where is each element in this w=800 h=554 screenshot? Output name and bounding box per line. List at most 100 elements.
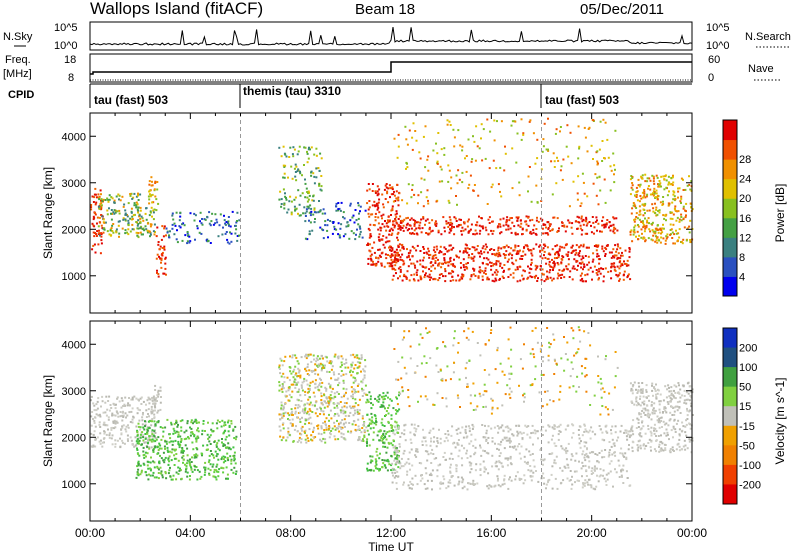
data-point bbox=[444, 280, 447, 283]
data-point bbox=[373, 414, 376, 417]
data-point bbox=[539, 265, 542, 268]
data-point bbox=[228, 424, 231, 427]
data-point bbox=[157, 273, 160, 275]
data-point bbox=[210, 453, 213, 456]
data-point bbox=[413, 193, 416, 196]
data-point bbox=[170, 421, 173, 424]
data-point bbox=[490, 248, 493, 250]
data-point bbox=[322, 422, 325, 424]
data-point bbox=[298, 203, 301, 206]
data-point bbox=[460, 444, 463, 447]
data-point bbox=[345, 373, 348, 376]
data-point bbox=[196, 225, 199, 227]
data-point bbox=[128, 397, 130, 399]
data-point bbox=[525, 228, 528, 231]
data-point bbox=[282, 164, 285, 167]
data-point bbox=[529, 453, 532, 456]
data-point bbox=[552, 216, 555, 219]
data-point bbox=[514, 233, 517, 236]
data-point bbox=[662, 203, 665, 205]
data-point bbox=[360, 358, 363, 360]
data-point bbox=[529, 219, 532, 222]
data-point bbox=[111, 412, 114, 415]
data-point bbox=[534, 162, 537, 165]
data-point bbox=[525, 426, 528, 428]
data-point bbox=[154, 389, 157, 391]
data-point bbox=[211, 465, 214, 468]
data-point bbox=[484, 157, 487, 160]
data-point bbox=[215, 465, 218, 468]
data-point bbox=[139, 206, 142, 209]
data-point bbox=[137, 453, 140, 456]
data-point bbox=[212, 454, 215, 457]
data-point bbox=[306, 191, 309, 193]
data-point bbox=[531, 424, 534, 427]
data-point bbox=[308, 428, 311, 431]
data-point bbox=[658, 185, 661, 188]
data-point bbox=[377, 248, 380, 251]
data-point bbox=[549, 253, 552, 256]
data-point bbox=[603, 477, 606, 480]
data-point bbox=[121, 441, 124, 444]
data-point bbox=[556, 487, 559, 490]
data-point bbox=[149, 210, 152, 213]
data-point bbox=[328, 403, 331, 406]
data-point bbox=[391, 462, 394, 465]
data-point bbox=[374, 397, 377, 400]
data-point bbox=[165, 234, 167, 237]
data-point bbox=[631, 240, 634, 243]
data-point bbox=[576, 260, 579, 263]
data-point bbox=[584, 464, 587, 467]
data-point bbox=[485, 451, 488, 454]
data-point bbox=[417, 226, 420, 229]
data-point bbox=[652, 175, 655, 178]
data-point bbox=[621, 264, 624, 267]
data-point bbox=[580, 258, 583, 261]
data-point bbox=[494, 442, 496, 445]
data-point bbox=[680, 213, 683, 216]
data-point bbox=[439, 481, 442, 484]
data-point bbox=[134, 444, 137, 447]
data-point bbox=[405, 223, 408, 226]
data-point bbox=[578, 437, 581, 440]
data-point bbox=[330, 430, 333, 432]
data-point bbox=[358, 361, 361, 364]
data-point bbox=[605, 430, 608, 433]
data-point bbox=[447, 249, 450, 252]
data-point bbox=[350, 395, 353, 398]
data-point bbox=[176, 241, 179, 244]
data-point bbox=[226, 473, 229, 476]
data-point bbox=[669, 233, 672, 236]
data-point bbox=[164, 447, 166, 450]
data-point bbox=[606, 219, 609, 221]
data-point bbox=[499, 223, 502, 226]
data-point bbox=[398, 391, 401, 394]
data-point bbox=[92, 218, 95, 221]
data-point bbox=[493, 263, 496, 266]
data-point bbox=[514, 120, 517, 123]
data-point bbox=[542, 145, 545, 148]
data-point bbox=[405, 372, 408, 375]
data-point bbox=[128, 404, 131, 407]
data-point bbox=[678, 218, 681, 221]
data-point bbox=[629, 231, 632, 233]
data-point bbox=[450, 187, 453, 190]
data-point bbox=[438, 273, 441, 276]
data-point bbox=[633, 228, 636, 231]
data-point bbox=[635, 235, 637, 238]
data-point bbox=[345, 225, 348, 228]
data-point bbox=[647, 187, 649, 190]
data-point bbox=[173, 454, 176, 457]
data-point bbox=[110, 212, 112, 215]
data-point bbox=[518, 479, 521, 481]
data-point bbox=[574, 481, 576, 484]
data-point bbox=[535, 470, 537, 472]
data-point bbox=[398, 408, 401, 411]
data-point bbox=[437, 229, 440, 232]
data-point bbox=[559, 467, 562, 470]
data-point bbox=[582, 245, 585, 248]
data-point bbox=[514, 246, 517, 249]
data-point bbox=[141, 413, 144, 416]
data-point bbox=[512, 434, 515, 437]
